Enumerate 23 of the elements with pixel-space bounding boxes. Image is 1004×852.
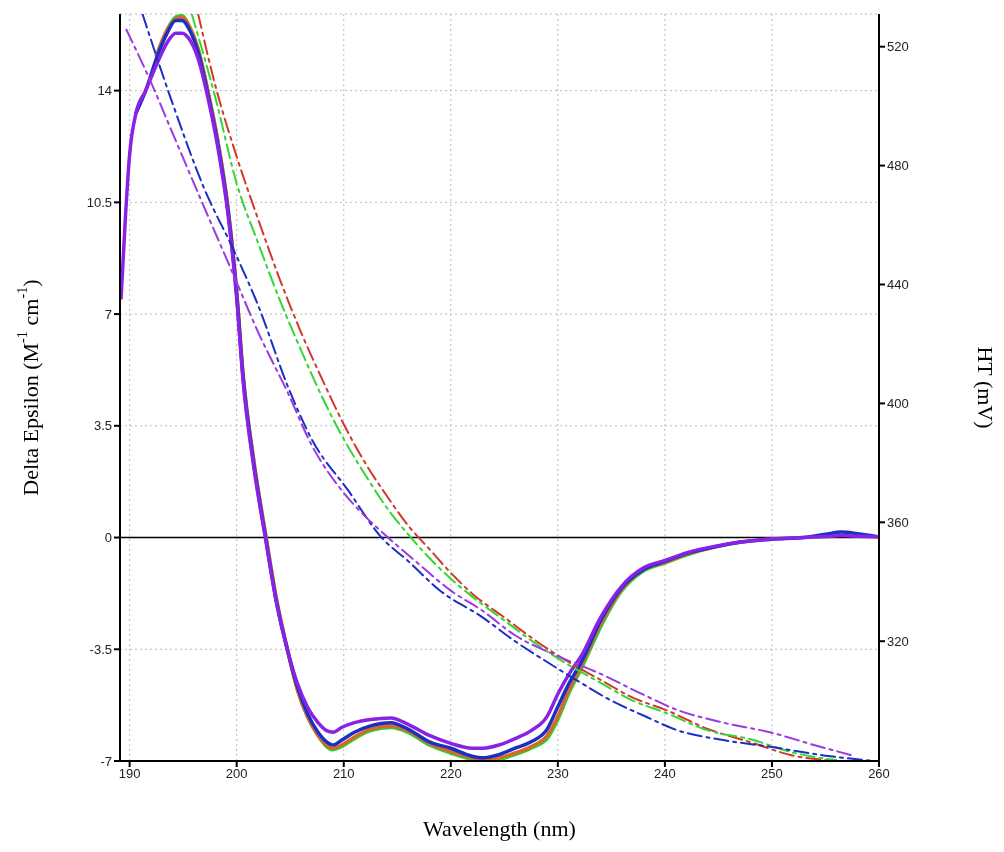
y2-tick-label: 360 bbox=[887, 514, 909, 530]
y-tick-label: 10.5 bbox=[86, 194, 112, 210]
y-tick-label: 7 bbox=[104, 306, 112, 322]
x-tick-label: 190 bbox=[118, 766, 141, 782]
y2-tick-label: 320 bbox=[887, 633, 909, 649]
x-tick-label: 210 bbox=[332, 766, 355, 782]
y2-tick-label: 520 bbox=[887, 39, 909, 55]
x-tick-label: 250 bbox=[761, 766, 783, 782]
x-tick-label: 230 bbox=[546, 766, 569, 782]
x-tick-label: 200 bbox=[225, 766, 248, 782]
y-tick-label: 14 bbox=[97, 83, 112, 99]
y-tick-label: 3.5 bbox=[93, 418, 112, 434]
x-axis-title: Wavelength (nm) bbox=[423, 816, 576, 841]
y2-tick-label: 400 bbox=[887, 396, 909, 412]
x-tick-label: 240 bbox=[654, 766, 676, 782]
y2-tick-label: 440 bbox=[887, 277, 909, 293]
y2-tick-label: 480 bbox=[887, 158, 909, 174]
y-tick-label: 0 bbox=[104, 530, 112, 546]
x-tick-label: 260 bbox=[868, 766, 890, 782]
x-tick-label: 220 bbox=[439, 766, 462, 782]
y2-axis-title: HT (mV) bbox=[973, 346, 999, 429]
y-tick-label: -7 bbox=[100, 753, 112, 769]
y-tick-label: -3.5 bbox=[89, 641, 112, 657]
